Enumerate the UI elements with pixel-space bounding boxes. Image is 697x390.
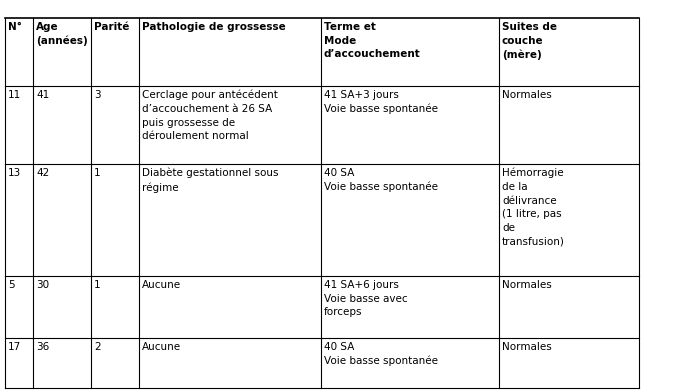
Text: Terme et
Mode
d’accouchement: Terme et Mode d’accouchement: [324, 22, 421, 59]
Text: 17: 17: [8, 342, 21, 352]
Text: Normales: Normales: [502, 280, 552, 290]
Text: 42: 42: [36, 168, 49, 178]
Text: 3: 3: [94, 90, 100, 100]
Text: 41 SA+3 jours
Voie basse spontanée: 41 SA+3 jours Voie basse spontanée: [324, 90, 438, 114]
Text: 40 SA
Voie basse spontanée: 40 SA Voie basse spontanée: [324, 342, 438, 366]
Text: Aucune: Aucune: [142, 342, 181, 352]
Text: 5: 5: [8, 280, 15, 290]
Text: Normales: Normales: [502, 90, 552, 100]
Text: 1: 1: [94, 168, 100, 178]
Text: 11: 11: [8, 90, 21, 100]
Text: 41: 41: [36, 90, 49, 100]
Text: Pathologie de grossesse: Pathologie de grossesse: [142, 22, 286, 32]
Text: Parité: Parité: [94, 22, 130, 32]
Text: Age
(années): Age (années): [36, 22, 88, 46]
Text: Diabète gestationnel sous
régime: Diabète gestationnel sous régime: [142, 168, 279, 193]
Text: 41 SA+6 jours
Voie basse avec
forceps: 41 SA+6 jours Voie basse avec forceps: [324, 280, 408, 317]
Text: Hémorragie
de la
délivrance
(1 litre, pas
de
transfusion): Hémorragie de la délivrance (1 litre, pa…: [502, 168, 565, 246]
Text: Cerclage pour antécédent
d’accouchement à 26 SA
puis grossesse de
déroulement no: Cerclage pour antécédent d’accouchement …: [142, 90, 278, 141]
Text: Aucune: Aucune: [142, 280, 181, 290]
Text: Suites de
couche
(mère): Suites de couche (mère): [502, 22, 557, 60]
Text: 1: 1: [94, 280, 100, 290]
Text: N°: N°: [8, 22, 22, 32]
Text: 40 SA
Voie basse spontanée: 40 SA Voie basse spontanée: [324, 168, 438, 192]
Text: 2: 2: [94, 342, 100, 352]
Text: 13: 13: [8, 168, 21, 178]
Text: 30: 30: [36, 280, 49, 290]
Text: 36: 36: [36, 342, 49, 352]
Text: Normales: Normales: [502, 342, 552, 352]
